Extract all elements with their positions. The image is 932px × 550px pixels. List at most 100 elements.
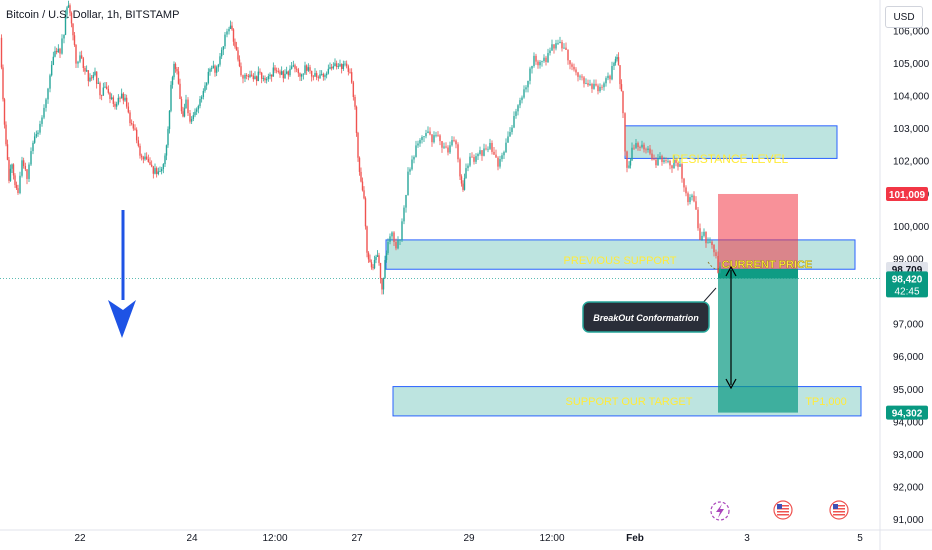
projection-arrow-tail (725, 265, 737, 277)
candle-body (513, 116, 515, 128)
currency-button[interactable]: USD (885, 6, 923, 28)
candle-body (75, 44, 77, 64)
candle-body (525, 87, 527, 90)
candle-body (45, 99, 47, 108)
candle-body (144, 156, 146, 160)
candle-body (555, 43, 557, 49)
candle-body (154, 168, 156, 174)
breakout-callout-box (582, 301, 710, 333)
candle-body (567, 49, 569, 61)
candle-body (617, 57, 620, 66)
candle-body (182, 111, 184, 117)
candle-body (561, 41, 563, 49)
candle-body (515, 111, 517, 117)
y-tick-label: 94,000 (893, 417, 924, 428)
candle-body (152, 166, 155, 174)
flag-canton (833, 504, 838, 509)
candle-body (215, 67, 218, 73)
stop-price-tag-bg (886, 186, 928, 201)
candle-body (465, 168, 467, 179)
candle-body (22, 160, 25, 167)
flag-stripe (777, 505, 789, 507)
candle-body (5, 124, 7, 145)
candle-body (149, 161, 151, 165)
candle-body (310, 70, 313, 77)
flag-stripe (777, 511, 789, 513)
candle-body (127, 106, 130, 113)
candle-body (583, 77, 585, 84)
candle-body (593, 83, 595, 89)
candle-body (533, 55, 535, 67)
candle-body (587, 83, 589, 86)
candle-body (219, 56, 221, 65)
candle-body (695, 201, 697, 210)
y-tick-label: 93,000 (893, 450, 924, 461)
candle-body (595, 83, 597, 86)
candle-body (437, 134, 439, 136)
candle-body (389, 236, 391, 242)
candle-body (537, 61, 539, 66)
candle-body (174, 63, 177, 69)
candle-body (39, 123, 41, 133)
candle-body (14, 175, 16, 185)
candle-body (222, 46, 225, 50)
candle-body (290, 66, 293, 69)
candle-body (485, 148, 487, 150)
candle-body (105, 86, 108, 89)
candle-body (255, 76, 258, 82)
candle-body (79, 55, 81, 62)
candle-body (192, 115, 195, 119)
candle-body (339, 64, 341, 67)
candle-body (495, 154, 497, 158)
candle-body (330, 67, 333, 69)
candle-body (120, 93, 123, 99)
candle-body (631, 147, 633, 161)
candle-body (237, 50, 239, 60)
y-tick-label: 100,000 (893, 222, 930, 233)
lightning-icon-bolt (716, 504, 724, 518)
candle-body (415, 145, 417, 157)
candle-body (655, 159, 657, 166)
candle-body (61, 38, 63, 54)
candle-body (397, 240, 399, 249)
candle-body (364, 198, 367, 227)
target-price-tag-bg (886, 405, 928, 420)
candle-body (317, 77, 320, 79)
candle-body (157, 171, 160, 175)
candle-body (319, 74, 321, 79)
candle-body (421, 136, 423, 141)
candle-body (547, 53, 549, 63)
candle-body (176, 68, 178, 72)
candle-body (119, 97, 121, 99)
candle-body (279, 71, 281, 75)
candle-body (607, 75, 609, 79)
candle-body (697, 209, 699, 229)
candle-body (435, 134, 437, 136)
candle-body (224, 34, 226, 47)
candle-body (217, 64, 220, 68)
candle-body (699, 228, 701, 240)
candle-body (47, 88, 49, 100)
candle-body (297, 69, 300, 74)
candle-body (431, 134, 433, 143)
candle-body (451, 140, 453, 146)
candle-body (107, 88, 110, 93)
candle-body (427, 131, 429, 134)
candle-body (347, 66, 350, 72)
candle-body (212, 65, 215, 69)
candle-body (50, 64, 53, 76)
y-tick-label: 92,000 (893, 483, 924, 494)
candle-body (441, 141, 443, 148)
candle-body (17, 188, 19, 194)
candle-body (539, 61, 541, 66)
candle-body (354, 96, 356, 107)
candle-body (475, 156, 477, 162)
candle-body (543, 57, 545, 61)
candle-body (645, 149, 647, 151)
candle-body (355, 106, 358, 133)
candle-body (124, 97, 126, 101)
candle-body (134, 128, 136, 130)
candle-body (210, 68, 213, 70)
